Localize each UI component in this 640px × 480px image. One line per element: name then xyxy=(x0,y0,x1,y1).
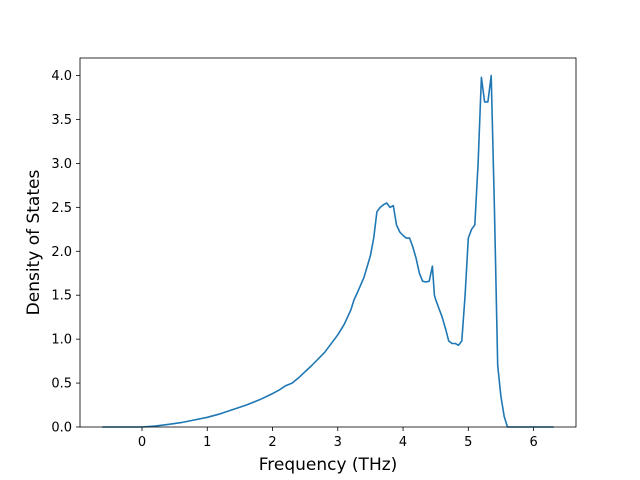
x-tick-label: 0 xyxy=(138,435,146,450)
y-tick-label: 3.0 xyxy=(51,157,72,172)
y-tick-label: 2.5 xyxy=(51,201,72,216)
x-tick-label: 5 xyxy=(464,435,472,450)
y-tick-label: 2.0 xyxy=(51,245,72,260)
x-axis-label: Frequency (THz) xyxy=(259,455,398,475)
y-tick-label: 0.5 xyxy=(51,377,72,392)
x-tick-label: 4 xyxy=(399,435,407,450)
plot-frame xyxy=(79,57,577,428)
x-tick-label: 2 xyxy=(268,435,276,450)
y-tick-label: 4.0 xyxy=(51,69,72,84)
x-tick-label: 6 xyxy=(529,435,537,450)
y-tick-label: 3.5 xyxy=(51,113,72,128)
y-tick-label: 1.0 xyxy=(51,333,72,348)
y-tick-label: 1.5 xyxy=(51,289,72,304)
y-tick-label: 0.0 xyxy=(51,421,72,436)
y-axis-ticks: 0.0 0.5 1.0 1.5 2.0 2.5 3.0 3.5 4.0 xyxy=(51,69,80,436)
y-axis-label: Density of States xyxy=(24,170,44,316)
x-tick-label: 3 xyxy=(334,435,342,450)
x-tick-label: 1 xyxy=(203,435,211,450)
dos-line xyxy=(102,74,554,428)
plot-area xyxy=(80,58,576,427)
